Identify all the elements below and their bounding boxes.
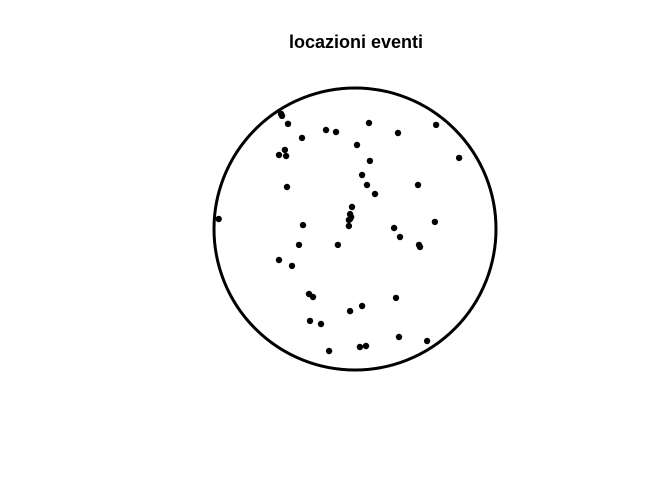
event-point — [299, 221, 307, 229]
event-point — [392, 294, 400, 302]
event-point — [396, 233, 404, 241]
chart-title: locazioni eventi — [289, 32, 423, 52]
event-point — [283, 183, 291, 191]
event-point — [215, 215, 222, 223]
event-point — [298, 134, 306, 142]
event-point — [306, 317, 314, 325]
event-point — [358, 302, 366, 310]
event-point — [309, 293, 317, 301]
event-point — [371, 190, 379, 198]
event-point — [362, 342, 370, 350]
event-point — [358, 171, 366, 179]
event-point — [275, 151, 283, 159]
event-point — [432, 121, 440, 129]
event-point — [346, 215, 354, 223]
event-point — [332, 128, 340, 136]
event-point — [288, 262, 296, 270]
event-point — [414, 181, 422, 189]
event-point — [334, 241, 342, 249]
event-point — [353, 141, 361, 149]
event-point — [395, 333, 403, 341]
event-point — [390, 224, 398, 232]
event-point — [275, 256, 283, 264]
event-point — [356, 343, 364, 351]
event-point — [281, 146, 289, 154]
event-point — [455, 154, 463, 162]
event-point — [423, 337, 431, 345]
event-point — [284, 120, 292, 128]
event-point — [416, 243, 424, 251]
event-point — [365, 119, 373, 127]
event-point — [278, 112, 286, 120]
event-point — [366, 157, 374, 165]
event-point — [348, 203, 356, 211]
event-point — [325, 347, 333, 355]
event-point — [394, 129, 402, 137]
event-points — [215, 110, 463, 355]
event-point — [345, 222, 353, 230]
event-point — [431, 218, 439, 226]
event-point — [295, 241, 303, 249]
event-point — [363, 181, 371, 189]
event-point — [282, 152, 290, 160]
event-point — [317, 320, 325, 328]
event-point — [346, 307, 354, 315]
observation-window-circle — [212, 86, 498, 372]
event-point — [322, 126, 330, 134]
